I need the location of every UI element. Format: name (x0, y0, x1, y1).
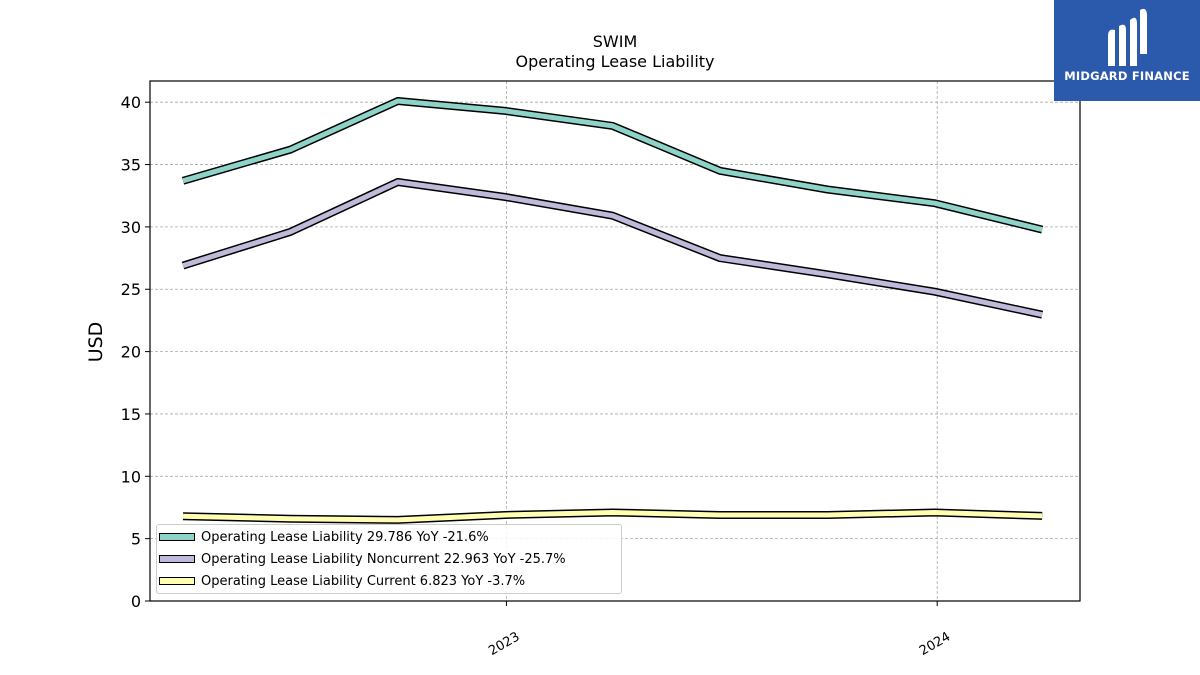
y-tick-label: 35 (121, 156, 141, 175)
legend-swatch-current (159, 577, 195, 585)
y-tick-label: 10 (121, 467, 141, 486)
legend-swatch-operating-lease-liability (159, 533, 195, 541)
series-line-outline (181, 97, 1044, 234)
legend-item-operating-lease-liability: Operating Lease Liability 29.786 YoY -21… (159, 528, 489, 546)
x-tick-label: 2024 (917, 629, 953, 659)
logo-text: MIDGARD FINANCE (1064, 69, 1190, 83)
series-lines (181, 97, 1044, 524)
legend-item-noncurrent: Operating Lease Liability Noncurrent 22.… (159, 550, 566, 568)
series-line (182, 98, 1043, 233)
x-tick-label: 2023 (486, 629, 522, 659)
axis-ticks: 0 5 10 15 20 25 30 35 40 2023 2024 (121, 93, 954, 659)
y-tick-label: 25 (121, 280, 141, 299)
series-0 (181, 97, 1044, 234)
chart-legend: Operating Lease Liability 29.786 YoY -21… (156, 524, 622, 594)
legend-item-current: Operating Lease Liability Current 6.823 … (159, 572, 525, 590)
series-line (182, 510, 1043, 523)
chart-subtitle: Operating Lease Liability (515, 52, 715, 71)
midgard-finance-logo: MIDGARD FINANCE (1054, 0, 1200, 101)
y-tick-label: 20 (121, 343, 141, 362)
y-tick-label: 40 (121, 93, 141, 112)
y-tick-label: 5 (131, 530, 141, 549)
legend-swatch-noncurrent (159, 555, 195, 563)
y-tick-label: 0 (131, 592, 141, 611)
plot-frame (149, 80, 1081, 602)
legend-label-current: Operating Lease Liability Current 6.823 … (201, 573, 526, 589)
y-axis-label: USD (85, 322, 107, 363)
y-tick-label: 30 (121, 218, 141, 237)
series-2 (182, 508, 1043, 524)
grid-lines (150, 81, 1080, 602)
legend-label-noncurrent: Operating Lease Liability Noncurrent 22.… (201, 551, 566, 567)
series-1 (181, 178, 1044, 319)
legend-label-operating-lease-liability: Operating Lease Liability 29.786 YoY -21… (201, 529, 489, 545)
chart-title: SWIM (592, 32, 638, 51)
series-line (182, 179, 1043, 318)
y-tick-label: 15 (121, 405, 141, 424)
midgard-logo-mark-icon (1108, 8, 1147, 67)
